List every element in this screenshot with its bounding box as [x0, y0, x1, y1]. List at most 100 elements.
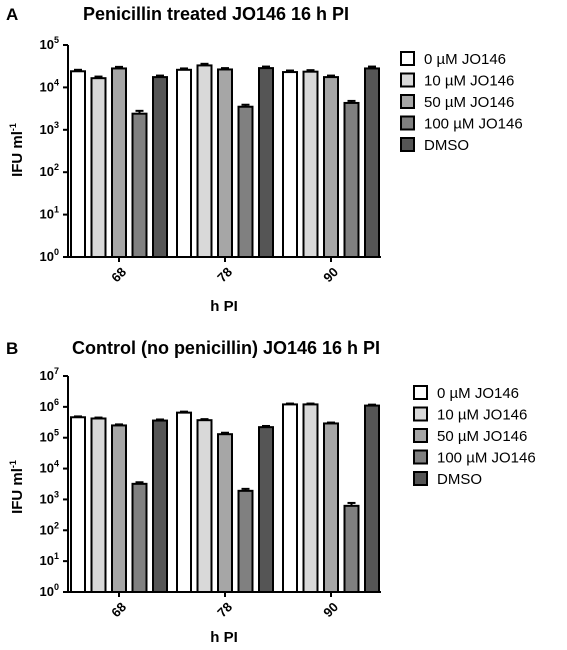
panel-letter-a: A: [6, 5, 18, 24]
y-tick-exp-a: 2: [54, 162, 59, 172]
legend-label-b: 10 µM JO146: [437, 407, 527, 424]
y-tick-exp-b: 2: [54, 520, 59, 530]
y-tick-base-b: 10: [40, 522, 54, 537]
y-tick-base-a: 10: [40, 37, 54, 52]
y-tick-exp-b: 3: [54, 489, 59, 499]
y-tick-label-b: 101: [40, 551, 59, 568]
chart-title-a: Penicillin treated JO146 16 h PI: [83, 4, 349, 24]
bar-a: [323, 76, 339, 258]
y-tick-label-b: 100: [40, 582, 59, 599]
bar-b: [364, 404, 380, 594]
y-tick-base-a: 10: [40, 79, 54, 94]
x-tick-label-b: 78: [214, 599, 235, 620]
y-tick-exp-a: 4: [54, 77, 59, 87]
y-tick-exp-b: 4: [54, 459, 59, 469]
y-tick-label-b: 102: [40, 520, 59, 537]
bar-a: [131, 112, 148, 258]
bar-a: [217, 68, 233, 258]
y-tick-base-b: 10: [40, 584, 54, 599]
legend-label-a: DMSO: [424, 137, 469, 154]
y-tick-exp-b: 5: [54, 428, 59, 438]
bar-b: [152, 419, 168, 593]
bar-a: [70, 70, 86, 259]
x-tick-label-a: 68: [108, 264, 129, 285]
bar-b: [90, 417, 107, 594]
bar-a: [364, 67, 380, 258]
y-axis-title-a: IFU ml-1: [8, 123, 26, 177]
bar-b: [343, 504, 360, 594]
bar-b: [217, 433, 233, 594]
x-tick-label-b: 68: [108, 599, 129, 620]
legend-swatch-b: [413, 406, 428, 422]
x-tick-label-a: 78: [214, 264, 235, 285]
legend-swatch-b: [413, 471, 428, 486]
bar-a: [302, 70, 319, 259]
y-tick-label-b: 105: [40, 428, 59, 445]
legend-swatch-b: [413, 385, 428, 400]
y-tick-label-a: 102: [40, 162, 59, 179]
y-tick-exp-a: 5: [54, 35, 59, 45]
x-axis-title-b: h PI: [210, 629, 238, 646]
y-tick-base-b: 10: [40, 368, 54, 383]
y-axis-title-text-a: IFU ml: [9, 131, 26, 177]
legend-b: 0 µM JO146 10 µM JO146 50 µM JO146 100 µM J…: [413, 385, 536, 488]
legend-a: 0 µM JO146 10 µM JO146 50 µM JO146 100 µM J…: [400, 51, 523, 154]
legend-label-b: 0 µM JO146: [437, 385, 519, 402]
y-axis-title-sup-a: -1: [8, 123, 18, 131]
y-tick-base-b: 10: [40, 461, 54, 476]
legend-swatch-a: [400, 115, 415, 131]
y-tick-label-b: 104: [40, 459, 59, 476]
legend-swatch-a: [400, 137, 415, 152]
bar-b: [111, 424, 127, 593]
legend-label-b: DMSO: [437, 471, 482, 488]
y-tick-base-a: 10: [40, 249, 54, 264]
y-axis-title-text-b: IFU ml: [9, 468, 26, 514]
legend-swatch-b: [413, 428, 428, 443]
y-tick-label-a: 105: [40, 35, 59, 52]
bar-b: [258, 426, 274, 593]
bar-a: [196, 64, 213, 258]
x-tick-label-a: 90: [320, 264, 341, 285]
y-tick-label-b: 103: [40, 489, 59, 506]
y-tick-label-a: 101: [40, 205, 59, 222]
y-tick-base-a: 10: [40, 164, 54, 179]
bar-b: [302, 403, 319, 594]
y-tick-base-b: 10: [40, 553, 54, 568]
legend-label-a: 0 µM JO146: [424, 51, 506, 68]
y-axis-title-sup-b: -1: [8, 460, 18, 468]
y-tick-exp-b: 1: [54, 551, 59, 561]
panel-a: A Penicillin treated JO146 16 h PI h PI …: [6, 4, 523, 315]
y-tick-exp-a: 1: [54, 205, 59, 215]
y-tick-base-b: 10: [40, 399, 54, 414]
legend-label-b: 50 µM JO146: [437, 428, 527, 445]
bar-b: [196, 419, 213, 594]
legend-label-a: 100 µM JO146: [424, 116, 523, 133]
bar-a: [282, 71, 298, 258]
y-tick-label-b: 106: [40, 397, 59, 414]
x-axis-title-a: h PI: [210, 298, 238, 315]
legend-label-a: 10 µM JO146: [424, 73, 514, 90]
bar-b: [131, 482, 148, 594]
y-tick-exp-b: 7: [54, 366, 59, 376]
bar-b: [282, 403, 298, 594]
legend-swatch-a: [400, 72, 415, 88]
bar-a: [111, 67, 127, 258]
legend-swatch-b: [413, 449, 428, 465]
y-tick-base-b: 10: [40, 430, 54, 445]
y-axis-title-b: IFU ml-1: [8, 460, 26, 514]
legend-swatch-a: [400, 94, 415, 109]
y-tick-exp-b: 6: [54, 397, 59, 407]
y-tick-exp-a: 0: [54, 247, 59, 257]
legend-swatch-a: [400, 51, 415, 66]
bar-a: [152, 76, 168, 258]
y-tick-base-a: 10: [40, 207, 54, 222]
y-tick-label-a: 104: [40, 77, 59, 94]
y-tick-label-b: 107: [40, 366, 59, 383]
bar-a: [176, 68, 192, 258]
y-tick-label-a: 103: [40, 120, 59, 137]
bar-a: [343, 101, 360, 259]
bar-b: [323, 422, 339, 594]
